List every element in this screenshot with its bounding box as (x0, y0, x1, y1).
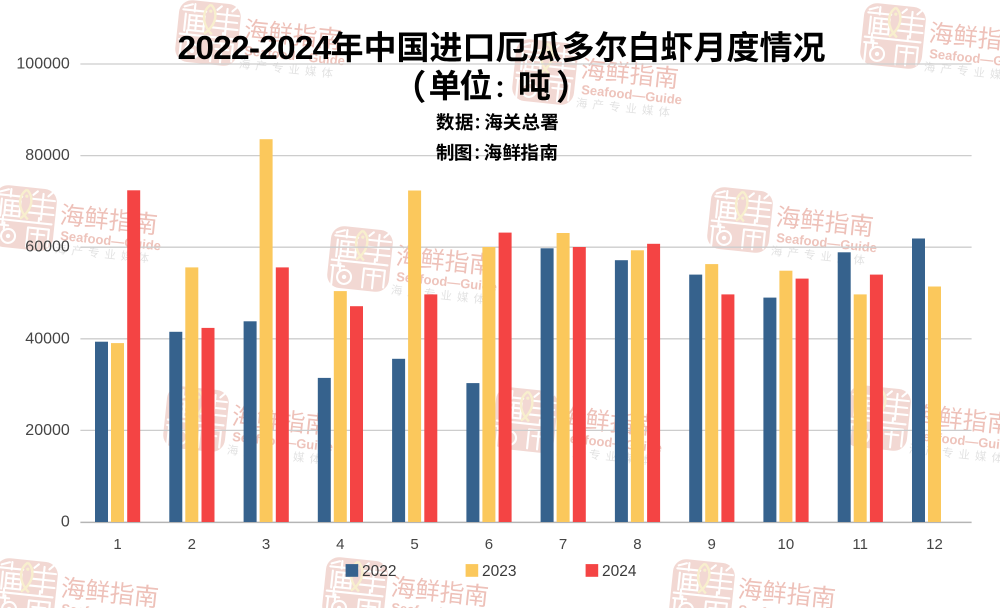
svg-text:2022: 2022 (362, 563, 396, 580)
svg-text:100000: 100000 (16, 56, 69, 73)
svg-text:7: 7 (559, 536, 567, 553)
svg-text:80000: 80000 (25, 147, 70, 164)
svg-text:6: 6 (485, 536, 493, 553)
svg-text:10: 10 (778, 536, 795, 553)
svg-text:2: 2 (188, 536, 196, 553)
svg-text:9: 9 (708, 536, 716, 553)
svg-text:60000: 60000 (25, 239, 70, 256)
svg-text:2023: 2023 (482, 563, 516, 580)
svg-text:12: 12 (926, 536, 943, 553)
svg-text:5: 5 (410, 536, 418, 553)
svg-text:8: 8 (633, 536, 641, 553)
svg-text:0: 0 (61, 514, 70, 531)
svg-text:1: 1 (113, 536, 121, 553)
svg-text:2024: 2024 (602, 563, 637, 580)
svg-text:4: 4 (336, 536, 344, 553)
svg-text:3: 3 (262, 536, 270, 553)
svg-text:11: 11 (852, 536, 868, 553)
svg-text:2022-2024: 2022-2024 (178, 30, 332, 67)
svg-text:20000: 20000 (25, 422, 70, 439)
svg-text:40000: 40000 (25, 330, 70, 347)
